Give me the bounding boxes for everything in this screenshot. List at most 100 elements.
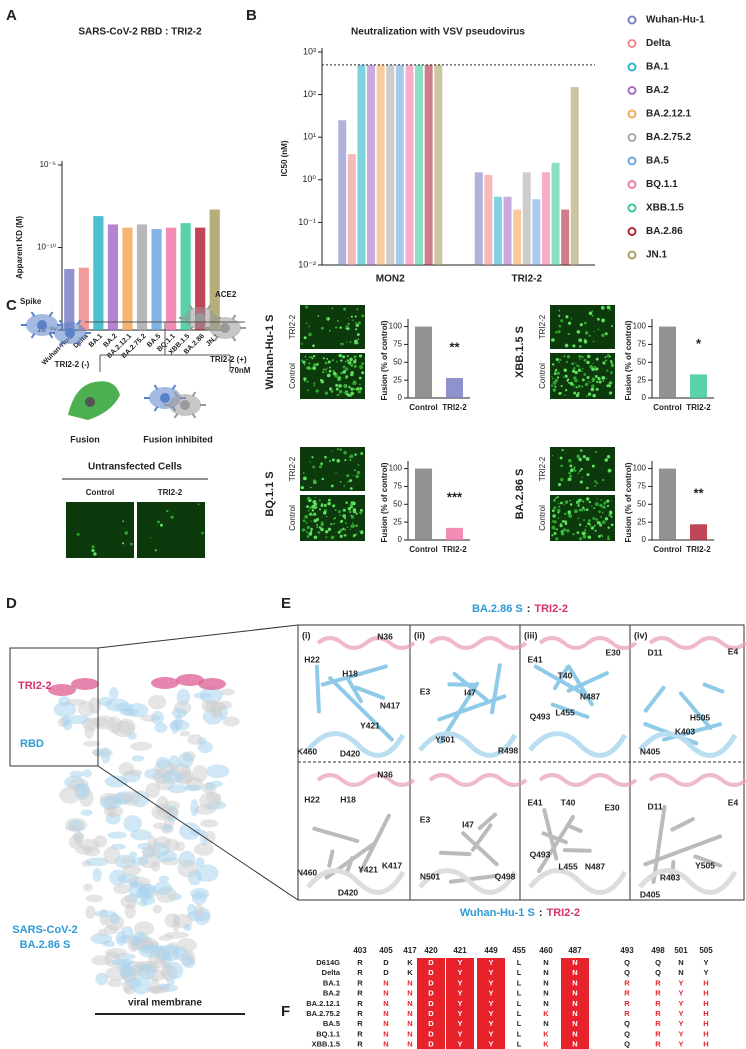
cell-signal [595,451,597,453]
cell-signal [567,321,572,325]
bar [561,209,570,265]
cell-signal [605,359,608,362]
cell-signal [197,503,200,505]
x-tick-label: TRI2-2 [686,403,711,412]
nucleus [37,320,47,330]
cell-signal [587,380,589,383]
residue: H [703,1040,708,1049]
cell-signal [560,319,564,323]
cell-signal [595,387,599,391]
side-chain [328,676,394,742]
cell-signal [341,342,344,346]
column-header: 403 [353,946,367,955]
protein-density [109,686,119,700]
residue: K [543,1040,549,1049]
protrusion [213,336,219,342]
column-header: 449 [484,946,498,955]
cell-signal [606,499,610,503]
residue-label: K417 [382,860,403,870]
protein-density [82,769,92,778]
protrusion [48,311,54,317]
y-tick-label: 10⁻⁵ [40,160,56,169]
cell-signal [355,474,359,479]
cell-signal [583,519,586,521]
side-chain [477,812,498,831]
cell-signal [578,523,582,526]
protrusion [206,304,212,310]
cell-signal [581,370,583,373]
cell-signal [348,510,352,514]
cell-signal [586,375,590,379]
cell-signal [338,389,343,394]
legend-label: BA.2.12.1 [646,109,691,120]
residue: H [703,1029,708,1038]
cell-signal [350,315,353,318]
protrusion [171,384,177,390]
residue-label: N405 [640,746,661,756]
cell-signal [567,378,570,381]
cell-signal [166,509,169,513]
protrusion [188,304,194,310]
legend-label: BA.1 [646,62,669,73]
side-chain [693,854,723,868]
cell-signal [579,323,583,327]
side-chain [312,826,360,844]
cell-signal [355,512,358,515]
residue: N [543,1019,548,1028]
residue: R [655,999,661,1008]
residue-label: Y421 [360,720,380,730]
protein-density [184,784,203,792]
protein-density [172,913,181,932]
cell-signal [571,362,575,366]
cell-signal [344,534,347,537]
residue: N [383,1019,388,1028]
side-chain [651,805,667,884]
panel-label: F [281,1003,290,1020]
cell-signal [609,355,611,358]
cell-signal [554,370,557,373]
legend-marker [627,109,637,119]
cell-signal [332,517,335,520]
cell-signal [321,477,325,481]
interface-title-part: : [539,907,543,919]
row-header: XBB.1.5 [312,1040,340,1049]
protein-density [85,857,109,867]
residue: R [655,978,661,987]
protein-density [158,875,170,883]
legend-marker [627,15,637,25]
column-header: 505 [699,946,713,955]
cell-signal [606,384,610,388]
cell-signal [310,527,313,531]
cell-signal [313,512,317,516]
cell-signal [302,476,307,481]
binder-density [71,678,99,690]
cell-signal [569,503,573,506]
cell-signal [306,505,309,508]
cell-signal [604,356,607,359]
cell-signal [354,315,357,318]
residue-label: H22 [304,654,320,664]
rbd-ribbon [528,731,628,758]
cell-signal [602,511,604,513]
protein-density [90,932,113,945]
cell-signal [552,498,556,502]
cell-signal [583,358,587,362]
protein-density [111,721,136,738]
cell-signal [556,376,560,379]
cell-signal [337,510,341,514]
residue: Y [678,989,683,998]
residue: N [543,968,548,977]
protrusion [173,413,179,419]
cell-signal [355,328,358,331]
cell-signal [558,309,561,312]
cell-signal [343,386,346,389]
bar [122,227,133,330]
protein-density [85,905,96,920]
bar [93,216,104,330]
side-chain [327,849,335,868]
side-chain [541,831,568,845]
cell-signal [588,500,592,504]
cell-signal [559,456,563,460]
residue: N [383,1029,388,1038]
cell-signal [335,360,338,363]
